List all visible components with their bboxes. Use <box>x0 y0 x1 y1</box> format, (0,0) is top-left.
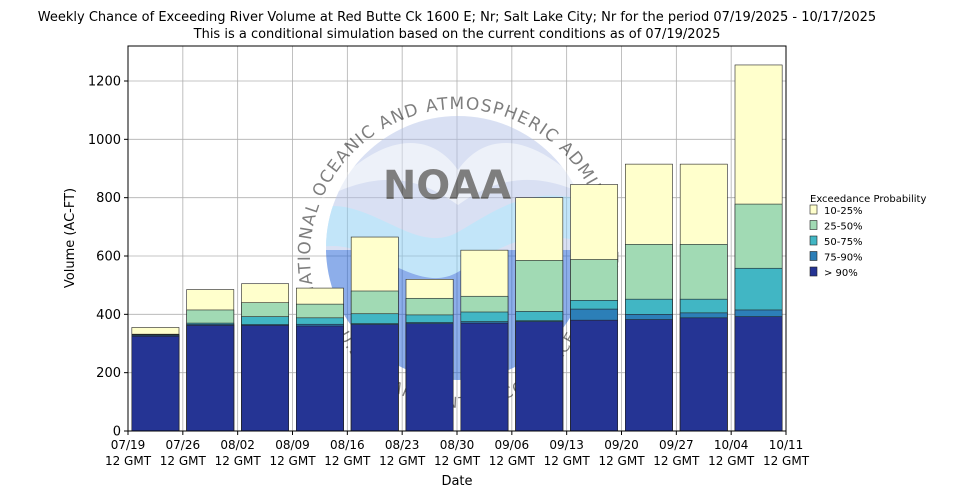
watermark-logo-text: NOAA <box>383 163 511 209</box>
y-tick-label: 400 <box>96 308 121 323</box>
legend-title: Exceedance Probability <box>810 194 926 205</box>
bar-6-series-5 <box>405 323 454 432</box>
x-tick-label-date: 09/13 <box>549 438 584 452</box>
bar-3-series-5 <box>241 325 289 432</box>
x-tick-label-time: 12 GMT <box>324 454 371 468</box>
bar-9-series-5 <box>570 319 618 432</box>
y-tick-label: 600 <box>96 250 121 265</box>
x-tick-label-time: 12 GMT <box>763 454 810 468</box>
x-tick-label-time: 12 GMT <box>708 454 755 468</box>
x-tick-label-date: 09/27 <box>659 438 694 452</box>
y-tick-label: 200 <box>96 366 121 381</box>
y-tick-label: 0 <box>113 425 121 440</box>
legend: Exceedance Probability 10-25% 25-50% 50-75… <box>809 194 926 279</box>
x-tick-label-time: 12 GMT <box>215 454 262 468</box>
y-tick-label: 800 <box>96 191 121 206</box>
bar-1-series-5 <box>131 335 180 432</box>
bar-10-series-5 <box>625 319 673 432</box>
x-axis-label: Date <box>441 474 472 489</box>
legend-swatch <box>809 266 818 277</box>
bars <box>131 64 783 432</box>
x-tick-label-time: 12 GMT <box>269 454 316 468</box>
x-tick-label-date: 09/20 <box>604 438 639 452</box>
x-tick-label-date: 10/04 <box>714 438 749 452</box>
chart-title: Weekly Chance of Exceeding River Volume … <box>38 10 876 25</box>
x-tick-label-date: 07/26 <box>166 438 201 452</box>
x-tick-label-time: 12 GMT <box>544 454 591 468</box>
bar-2-series-5 <box>186 325 235 432</box>
watermark-gull <box>320 142 596 205</box>
legend-swatch <box>809 251 818 261</box>
x-tick-label-date: 08/09 <box>275 438 310 452</box>
bar-8-series-5 <box>515 321 564 432</box>
x-tick-label-time: 12 GMT <box>379 454 426 468</box>
y-tick-label: 1000 <box>88 133 121 148</box>
y-tick-label: 1200 <box>88 75 121 90</box>
x-tick-label-time: 12 GMT <box>653 454 700 468</box>
legend-label: > 90% <box>824 268 858 279</box>
bar-4-series-5 <box>296 325 344 432</box>
bar-7-series-5 <box>460 322 509 432</box>
legend-label: 10-25% <box>824 206 863 217</box>
axes: 0 200 400 600 800 1000 1200 07/19 12 GMT 07/26 12 … <box>88 45 810 468</box>
legend-swatch <box>809 204 818 215</box>
bar-11-series-5 <box>679 317 728 432</box>
legend-label: 50-75% <box>824 237 863 248</box>
bar-5-series-5 <box>350 324 399 432</box>
x-tick-label-date: 08/23 <box>385 438 420 452</box>
chart-subtitle: This is a conditional simulation based o… <box>193 27 721 42</box>
x-tick-label-time: 12 GMT <box>598 454 645 468</box>
x-tick-label-date: 09/06 <box>495 438 530 452</box>
y-axis-label: Volume (AC-FT) <box>63 188 78 288</box>
x-tick-label-date: 10/11 <box>769 438 804 452</box>
x-tick-label-date: 08/02 <box>220 438 255 452</box>
x-tick-label-date: 08/30 <box>440 438 475 452</box>
x-tick-label-time: 12 GMT <box>105 454 152 468</box>
legend-swatch <box>809 235 818 246</box>
legend-swatch <box>809 220 818 230</box>
legend-label: 75-90% <box>824 253 863 264</box>
x-tick-label-time: 12 GMT <box>489 454 536 468</box>
x-tick-label-time: 12 GMT <box>160 454 207 468</box>
legend-label: 25-50% <box>824 222 863 233</box>
x-tick-label-date: 07/19 <box>111 438 146 452</box>
x-tick-label-time: 12 GMT <box>434 454 481 468</box>
bar-12-series-5 <box>734 316 783 432</box>
x-tick-label-date: 08/16 <box>330 438 365 452</box>
